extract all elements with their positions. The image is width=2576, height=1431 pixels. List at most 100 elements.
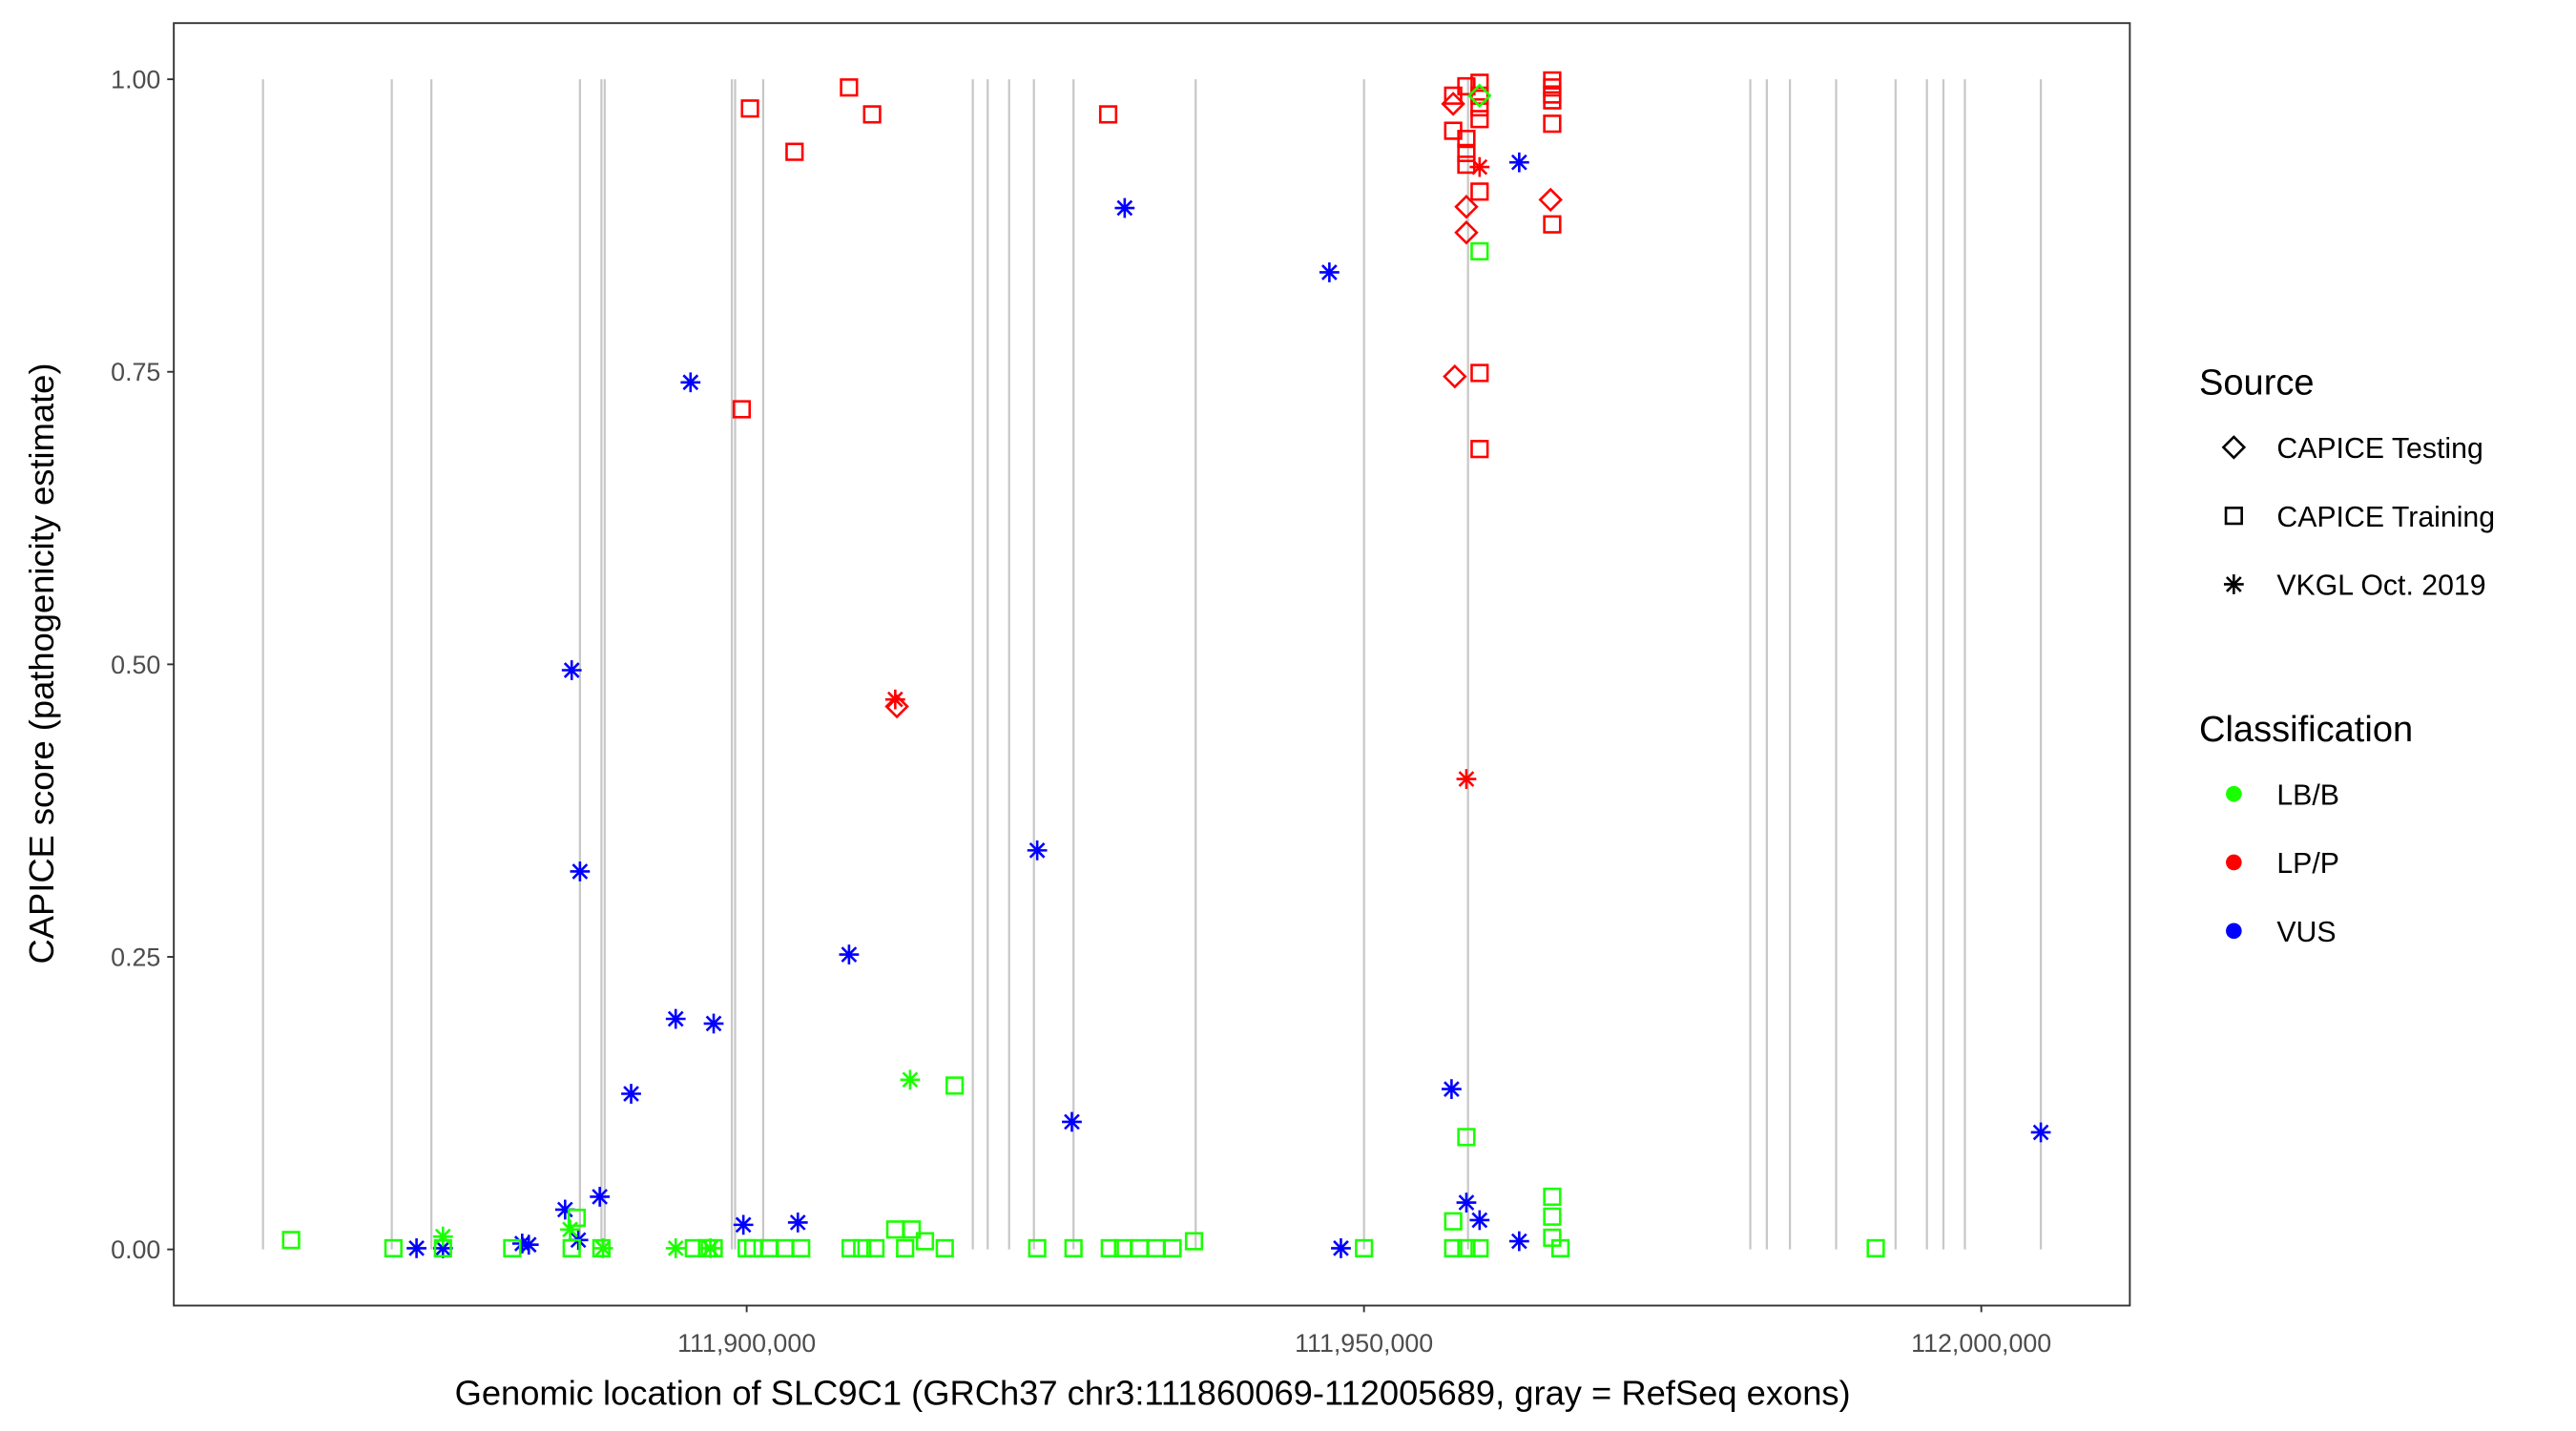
data-point [1543, 1187, 1562, 1207]
square-marker [896, 1238, 915, 1258]
data-point [1100, 1238, 1119, 1258]
square-marker [1470, 241, 1489, 260]
legend-source-title: Source [2199, 363, 2315, 403]
y-tick-label: 0.25 [111, 944, 160, 972]
data-point [1444, 1212, 1463, 1231]
square-marker [1098, 105, 1118, 124]
square-marker [1100, 1238, 1119, 1258]
data-point [680, 372, 701, 393]
square-marker [433, 1238, 452, 1258]
data-point [281, 1231, 301, 1250]
asterisk-stroke [1510, 1233, 1527, 1250]
asterisk-stroke [556, 1201, 573, 1218]
legend-dot-icon [2226, 854, 2242, 871]
legend-source-label: VKGL Oct. 2019 [2276, 570, 2485, 602]
y-tick-label: 1.00 [111, 66, 160, 94]
asterisk-stroke [1458, 771, 1475, 787]
asterisk-stroke [594, 1240, 612, 1256]
legend-square-icon [2224, 507, 2243, 526]
data-point [384, 1238, 403, 1258]
data-point [884, 689, 905, 710]
data-point [567, 1208, 587, 1228]
asterisk-stroke [1333, 1240, 1349, 1256]
asterisk-stroke [1510, 154, 1527, 171]
y-tick-label: 0.50 [111, 651, 160, 679]
square-marker [1470, 182, 1489, 201]
data-point [406, 1238, 426, 1258]
data-point [570, 861, 591, 881]
data-point [1470, 97, 1489, 117]
x-axis: 111,900,000 111,950,000 112,000,000 [677, 1305, 2051, 1358]
square-marker [1543, 1207, 1562, 1226]
legend-dot-icon [2226, 923, 2242, 940]
data-point [1543, 91, 1562, 110]
square-marker [853, 1238, 872, 1258]
square-marker [915, 1232, 935, 1251]
legend-diamond-icon [2221, 435, 2247, 460]
square-marker [1064, 1238, 1083, 1258]
data-point [787, 1213, 808, 1233]
data-point [503, 1238, 522, 1258]
asterisk-stroke [1064, 1113, 1080, 1130]
legend-classification-title: Classification [2199, 710, 2413, 750]
data-point [1441, 92, 1465, 116]
square-marker [1457, 130, 1476, 149]
data-point [740, 99, 759, 118]
data-point [1550, 1238, 1570, 1258]
data-point [1457, 1238, 1476, 1258]
data-point [1444, 1238, 1463, 1258]
data-point [1098, 105, 1118, 124]
data-point [1457, 143, 1476, 162]
asterisk-stroke [667, 1240, 684, 1256]
diamond-marker [1538, 187, 1563, 213]
asterisk-stroke [705, 1015, 722, 1032]
square-marker [1457, 76, 1476, 96]
asterisk-stroke [1471, 158, 1488, 176]
data-point [1543, 1207, 1562, 1226]
asterisk-stroke [2032, 1124, 2049, 1141]
square-marker [740, 99, 759, 118]
data-point [703, 1013, 724, 1034]
asterisk-stroke [902, 1071, 919, 1089]
square-marker [1163, 1238, 1182, 1258]
data-point [1470, 241, 1489, 260]
diamond-marker [1443, 363, 1467, 389]
asterisk-stroke [1471, 1212, 1488, 1229]
plot-background [174, 23, 2130, 1306]
data-point [684, 1238, 703, 1258]
x-axis-title: Genomic location of SLC9C1 (GRCh37 chr3:… [455, 1373, 1851, 1412]
square-marker [1543, 114, 1562, 134]
square-marker [903, 1220, 922, 1239]
x-tick-label: 111,900,000 [677, 1329, 816, 1358]
data-point [1457, 156, 1476, 175]
square-marker [684, 1238, 703, 1258]
data-point [896, 1238, 915, 1258]
data-point [1457, 1128, 1476, 1147]
x-tick-label: 112,000,000 [1911, 1329, 2051, 1358]
data-point [733, 1214, 754, 1235]
data-point [1469, 156, 1490, 177]
square-marker [1444, 1238, 1463, 1258]
data-point [1470, 86, 1489, 105]
data-point [1442, 1079, 1462, 1099]
asterisk-stroke [434, 1240, 451, 1256]
data-point [841, 1238, 861, 1258]
data-point [1456, 1192, 1477, 1213]
diamond-marker [1454, 220, 1479, 245]
data-point [590, 1187, 611, 1207]
data-point [1064, 1238, 1083, 1258]
data-point [1454, 220, 1479, 245]
data-point [1028, 1238, 1047, 1258]
y-tick-label: 0.75 [111, 358, 160, 386]
square-marker [1444, 86, 1463, 105]
square-marker [1470, 73, 1489, 93]
data-point [665, 1008, 686, 1029]
data-point [1470, 182, 1489, 201]
asterisk-stroke [1458, 1194, 1475, 1211]
data-point [915, 1232, 935, 1251]
data-point [945, 1076, 965, 1095]
square-marker [592, 1238, 611, 1258]
asterisk-stroke [520, 1236, 537, 1254]
square-marker [562, 1238, 581, 1258]
